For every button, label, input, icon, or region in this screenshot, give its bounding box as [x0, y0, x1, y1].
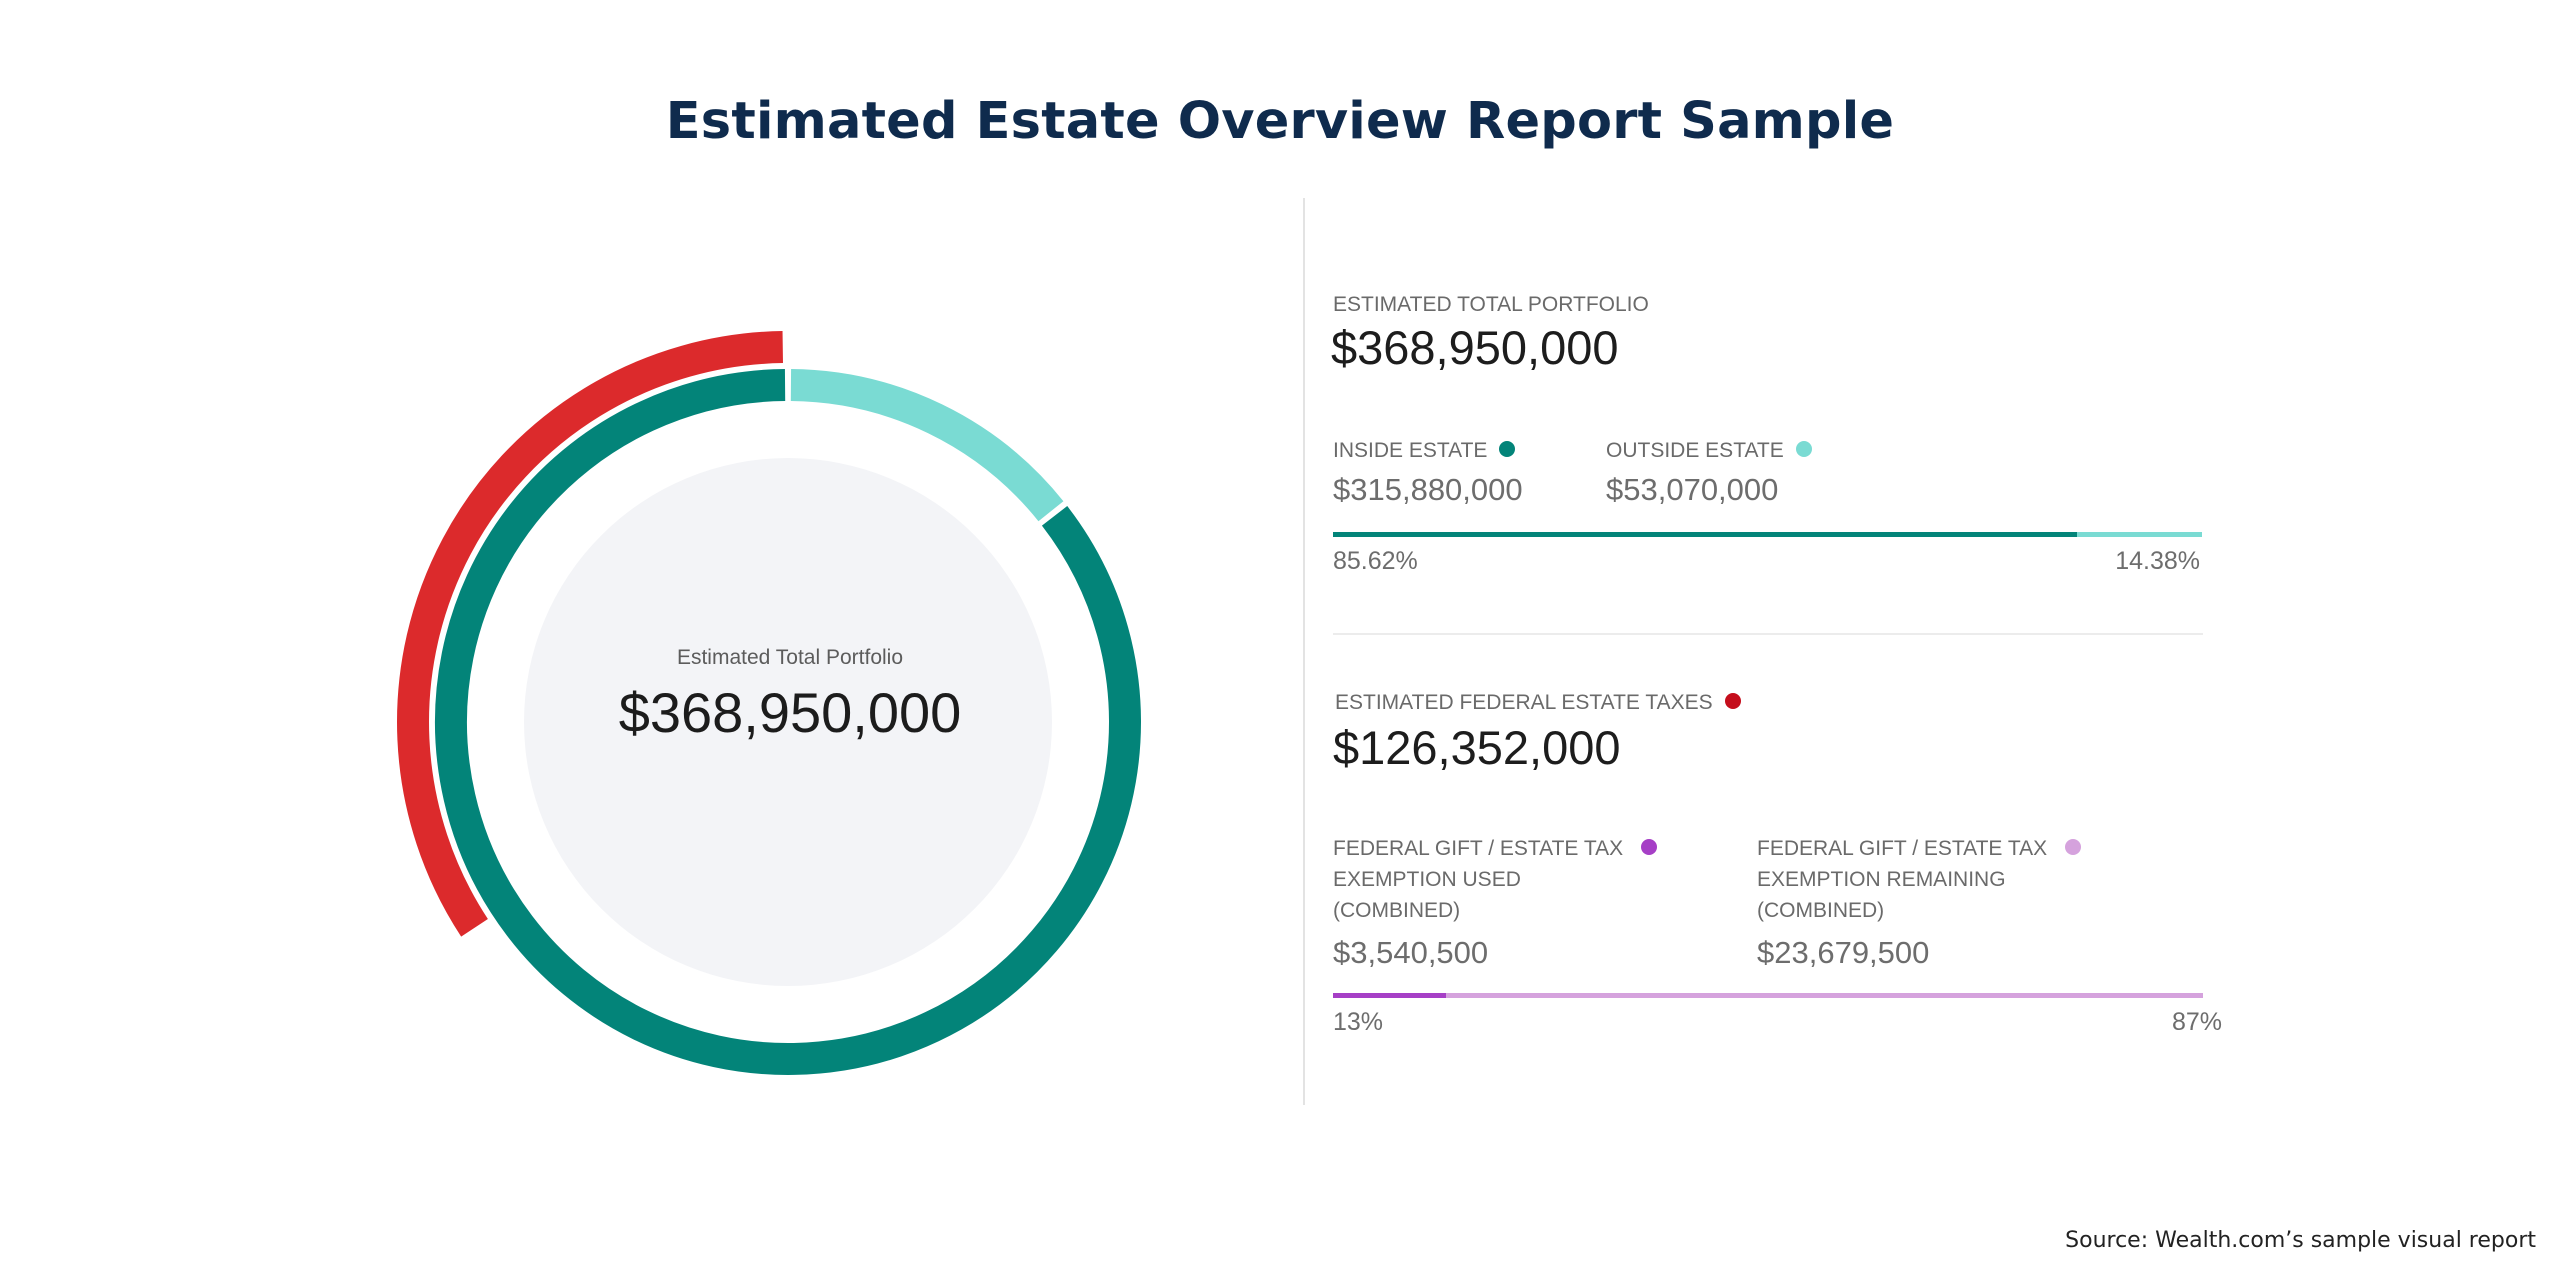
source-note: Source: Wealth.com’s sample visual repor… — [2065, 1228, 2536, 1253]
outside-estate-percent: 14.38% — [2115, 547, 2200, 575]
outside-estate-value: $53,070,000 — [1606, 472, 1779, 507]
exemption-remaining-value: $23,679,500 — [1757, 935, 1930, 970]
page-title: Estimated Estate Overview Report Sample — [665, 92, 1895, 151]
outside-estate-bar-segment — [2077, 532, 2202, 537]
inside-estate-value: $315,880,000 — [1333, 472, 1523, 507]
exemption-remaining-percent: 87% — [2171, 1008, 2222, 1036]
inside-estate-percent: 85.62% — [1333, 547, 1418, 575]
exemption-used-bar-segment — [1333, 993, 1447, 998]
exemption-remaining-label-line1: FEDERAL GIFT / ESTATE TAX — [1757, 833, 2082, 864]
exemption-used-dot-icon — [1641, 839, 1658, 855]
estate-taxes-label-text: ESTIMATED FEDERAL ESTATE TAXES — [1335, 691, 1713, 714]
donut-center-disc — [524, 458, 1052, 986]
donut-arc-inside-estate — [435, 369, 1141, 1075]
exemption-used-percent: 13% — [1333, 1008, 1384, 1036]
inside-estate-label-text: INSIDE ESTATE — [1333, 439, 1488, 462]
exemption-used-label-line3: (COMBINED) — [1333, 899, 1461, 922]
portfolio-value: $368,950,000 — [1331, 321, 1619, 374]
portfolio-label: ESTIMATED TOTAL PORTFOLIO — [1333, 293, 1649, 316]
donut-arc-outside-estate — [790, 369, 1064, 522]
exemption-remaining-label: FEDERAL GIFT / ESTATE TAX EXEMPTION REMA… — [1757, 833, 2082, 926]
outside-estate-dot-icon — [1795, 441, 1812, 457]
donut-center-value: $368,950,000 — [618, 681, 962, 744]
estate-taxes-label: ESTIMATED FEDERAL ESTATE TAXES — [1335, 687, 1741, 718]
exemption-remaining-label-line2: EXEMPTION REMAINING — [1757, 868, 2006, 891]
estate-taxes-value: $126,352,000 — [1333, 721, 1621, 774]
inside-estate-label: INSIDE ESTATE — [1333, 435, 1516, 466]
inside-estate-bar-segment — [1333, 532, 2078, 537]
exemption-used-label-line1-text: FEDERAL GIFT / ESTATE TAX — [1333, 837, 1624, 860]
vertical-divider — [1303, 198, 1305, 1105]
exemption-remaining-bar-segment — [1446, 993, 2203, 998]
exemption-used-value: $3,540,500 — [1333, 935, 1489, 970]
exemption-used-label-line1: FEDERAL GIFT / ESTATE TAX — [1333, 833, 1658, 864]
exemption-used-label: FEDERAL GIFT / ESTATE TAX EXEMPTION USED… — [1333, 833, 1658, 926]
exemption-remaining-label-line3: (COMBINED) — [1757, 899, 1885, 922]
outside-estate-label-text: OUTSIDE ESTATE — [1606, 439, 1784, 462]
exemption-remaining-dot-icon — [2065, 839, 2082, 855]
estate-taxes-dot-icon — [1724, 693, 1741, 709]
exemption-remaining-label-line1-text: FEDERAL GIFT / ESTATE TAX — [1757, 837, 2048, 860]
donut-center-label: Estimated Total Portfolio — [676, 646, 904, 669]
donut-arc-estate-taxes — [397, 331, 784, 937]
section-divider — [1333, 633, 2203, 635]
inside-estate-dot-icon — [1499, 441, 1516, 457]
exemption-used-label-line2: EXEMPTION USED — [1333, 868, 1521, 891]
outside-estate-label: OUTSIDE ESTATE — [1606, 435, 1812, 466]
